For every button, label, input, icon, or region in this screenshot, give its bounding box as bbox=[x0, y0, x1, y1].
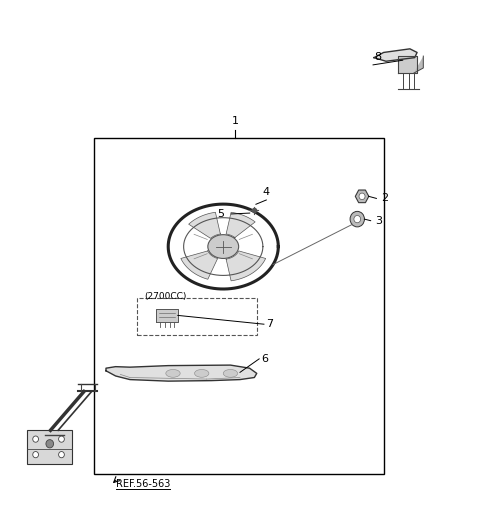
Polygon shape bbox=[398, 56, 417, 73]
Text: 5: 5 bbox=[217, 209, 224, 219]
Circle shape bbox=[46, 440, 54, 448]
Text: 2: 2 bbox=[381, 194, 388, 203]
Circle shape bbox=[359, 193, 365, 200]
Polygon shape bbox=[189, 212, 220, 238]
Polygon shape bbox=[156, 309, 178, 322]
Circle shape bbox=[354, 215, 360, 223]
Bar bbox=[137, 298, 257, 335]
Polygon shape bbox=[106, 365, 257, 381]
Bar bbox=[27, 430, 72, 464]
Text: 3: 3 bbox=[375, 216, 383, 226]
Circle shape bbox=[350, 211, 364, 227]
Circle shape bbox=[59, 452, 64, 458]
Text: 6: 6 bbox=[262, 354, 268, 364]
Text: 7: 7 bbox=[266, 319, 274, 329]
Text: 1: 1 bbox=[232, 116, 239, 126]
Ellipse shape bbox=[194, 370, 209, 377]
Polygon shape bbox=[355, 190, 369, 202]
Ellipse shape bbox=[223, 370, 238, 377]
Text: (2700CC): (2700CC) bbox=[144, 292, 187, 301]
Polygon shape bbox=[181, 251, 217, 279]
Circle shape bbox=[33, 436, 38, 442]
Polygon shape bbox=[374, 49, 417, 61]
Circle shape bbox=[59, 436, 64, 442]
Ellipse shape bbox=[166, 370, 180, 377]
Text: 8: 8 bbox=[374, 52, 382, 62]
Polygon shape bbox=[226, 251, 265, 281]
Circle shape bbox=[33, 452, 38, 458]
Text: REF.56-563: REF.56-563 bbox=[116, 479, 170, 489]
Polygon shape bbox=[414, 56, 423, 73]
Bar bbox=[94, 138, 384, 474]
Ellipse shape bbox=[208, 235, 239, 258]
Text: 4: 4 bbox=[263, 187, 270, 197]
Polygon shape bbox=[226, 212, 255, 238]
